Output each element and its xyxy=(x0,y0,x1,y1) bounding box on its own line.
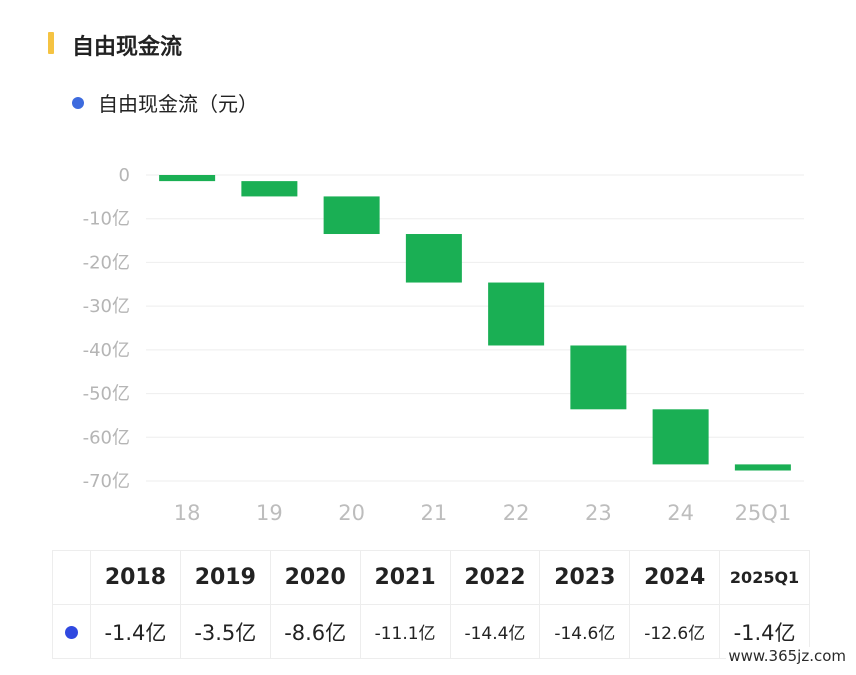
chart-bar[interactable] xyxy=(734,464,791,471)
chart-bar[interactable] xyxy=(405,234,462,283)
waterfall-chart: 0 -10亿 -20亿 -30亿 -40亿 -50亿 -60亿 -70亿 18 19 20 21 22 2… xyxy=(83,165,804,525)
x-tick-label: 19 xyxy=(256,501,283,525)
values-table: 2018 2019 2020 2021 2022 2023 2024 2025Q… xyxy=(52,550,810,659)
x-tick-label: 23 xyxy=(585,501,612,525)
x-tick-label: 21 xyxy=(421,501,448,525)
table-header-cell: 2019 xyxy=(179,550,271,605)
table-value-cell: -14.6亿 xyxy=(539,604,631,659)
chart-bar[interactable] xyxy=(159,175,216,182)
table-header-cell: 2020 xyxy=(269,550,361,605)
table-row-marker xyxy=(52,604,91,659)
table-value-cell: -12.6亿 xyxy=(629,604,721,659)
table-value-cell: -8.6亿 xyxy=(269,604,361,659)
x-tick-label: 25Q1 xyxy=(735,501,792,525)
y-tick-label: -40亿 xyxy=(83,340,130,361)
y-tick-label: -60亿 xyxy=(83,427,130,448)
table-value-cell: -11.1亿 xyxy=(359,604,451,659)
table-header-cell: 2025Q1 xyxy=(719,550,810,605)
chart-legend[interactable]: 自由现金流（元） xyxy=(72,88,258,117)
y-tick-label: -30亿 xyxy=(83,296,130,317)
legend-dot-icon xyxy=(72,96,84,109)
legend-label: 自由现金流（元） xyxy=(98,92,258,116)
x-tick-label: 20 xyxy=(338,501,365,525)
table-header-cell: 2023 xyxy=(539,550,631,605)
y-tick-label: -10亿 xyxy=(83,209,130,230)
chart-bar[interactable] xyxy=(241,181,298,197)
y-tick-label: -20亿 xyxy=(83,252,130,273)
x-tick-label: 18 xyxy=(174,501,201,525)
chart-bar[interactable] xyxy=(488,282,545,346)
table-corner-cell xyxy=(52,550,91,605)
table-value-cell: -14.4亿 xyxy=(449,604,541,659)
y-tick-label: 0 xyxy=(119,165,130,186)
y-tick-label: -50亿 xyxy=(83,384,130,405)
watermark-text: www.365jz.com xyxy=(726,647,848,665)
y-tick-label: -70亿 xyxy=(83,471,130,492)
series-dot-icon xyxy=(65,625,78,639)
table-header-cell: 2022 xyxy=(449,550,541,605)
chart-bar[interactable] xyxy=(652,409,709,465)
table-row: -1.4亿 -3.5亿 -8.6亿 -11.1亿 -14.4亿 -14.6亿 -… xyxy=(52,604,810,659)
x-tick-label: 24 xyxy=(667,501,694,525)
table-value-cell: -3.5亿 xyxy=(179,604,271,659)
table-header-cell: 2018 xyxy=(90,550,181,605)
chart-bar[interactable] xyxy=(570,345,627,410)
table-header-cell: 2024 xyxy=(629,550,721,605)
table-value-cell: -1.4亿 xyxy=(90,604,181,659)
chart-title: 自由现金流 xyxy=(72,35,183,60)
title-accent-bar xyxy=(48,32,54,54)
table-header-cell: 2021 xyxy=(359,550,451,605)
table-header-row: 2018 2019 2020 2021 2022 2023 2024 2025Q… xyxy=(52,550,810,605)
x-tick-label: 22 xyxy=(503,501,530,525)
chart-bar[interactable] xyxy=(323,196,380,235)
